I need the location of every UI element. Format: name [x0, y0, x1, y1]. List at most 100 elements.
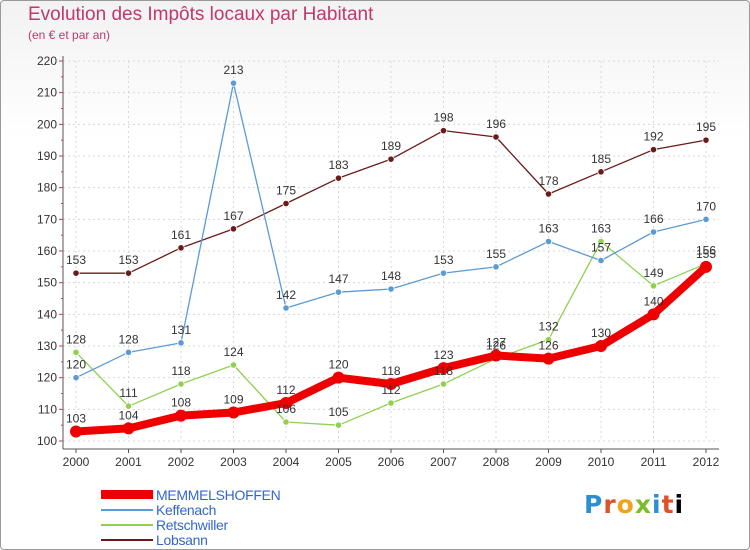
data-label: 185 [591, 152, 611, 166]
data-label: 213 [223, 63, 243, 77]
data-label: 189 [381, 139, 401, 153]
y-tick-label: 100 [37, 434, 57, 448]
data-point [72, 374, 80, 382]
data-label: 147 [328, 272, 348, 286]
y-tick-label: 220 [37, 54, 57, 68]
data-point [544, 336, 553, 344]
data-label: 155 [696, 247, 716, 261]
y-tick-label: 160 [37, 244, 57, 258]
x-tick-label: 2006 [378, 455, 405, 469]
data-label: 128 [118, 332, 138, 346]
legend-swatch [101, 490, 153, 499]
data-label: 132 [538, 320, 558, 334]
chart-title: Evolution des Impôts locaux par Habitant [28, 4, 374, 25]
data-label: 149 [643, 266, 663, 280]
data-label: 163 [591, 222, 611, 236]
data-label: 118 [381, 364, 400, 378]
data-point [334, 174, 343, 182]
data-point [597, 237, 605, 246]
x-tick-label: 2000 [63, 455, 90, 469]
data-point [439, 380, 448, 388]
data-label: 120 [66, 358, 86, 372]
y-tick-label: 200 [37, 117, 57, 131]
data-label: 153 [118, 253, 138, 267]
data-label: 128 [66, 332, 86, 346]
data-label: 170 [696, 199, 716, 213]
data-point [229, 225, 238, 233]
data-label: 123 [433, 348, 453, 362]
data-point [70, 425, 82, 438]
data-point [649, 282, 658, 290]
data-point [544, 237, 553, 246]
y-tick-label: 110 [38, 402, 57, 416]
data-point [492, 263, 500, 271]
data-point [490, 349, 502, 362]
data-label: 104 [118, 408, 138, 422]
data-label: 124 [223, 345, 243, 359]
legend-swatch [101, 509, 153, 511]
data-point [229, 361, 238, 369]
data-point [437, 362, 450, 375]
data-label: 106 [276, 402, 296, 416]
data-label: 109 [223, 393, 243, 407]
data-label: 178 [538, 174, 558, 188]
y-tick-label: 190 [37, 149, 57, 163]
x-tick-label: 2010 [588, 455, 615, 469]
data-point [175, 409, 187, 422]
data-point [227, 406, 240, 419]
data-point [122, 422, 135, 435]
data-point [334, 421, 343, 429]
data-label: 142 [276, 288, 296, 302]
data-label: 118 [434, 364, 453, 378]
y-tick-label: 210 [37, 86, 57, 100]
data-point [597, 168, 605, 176]
data-label: 112 [381, 383, 400, 397]
data-label: 196 [486, 117, 506, 131]
data-point [439, 269, 448, 277]
data-point [544, 190, 553, 198]
data-label: 156 [696, 244, 716, 258]
data-point [124, 402, 133, 410]
data-point [387, 155, 395, 163]
x-tick-label: 2001 [115, 455, 142, 469]
data-label: 167 [223, 209, 243, 223]
data-point [282, 304, 290, 312]
data-label: 111 [119, 386, 138, 400]
data-label: 118 [171, 364, 190, 378]
legend-swatch [101, 539, 153, 541]
x-tick-label: 2008 [483, 455, 510, 469]
data-point [542, 352, 555, 365]
data-point [124, 269, 133, 277]
x-tick-label: 2009 [535, 455, 562, 469]
data-label: 198 [433, 111, 453, 125]
data-label: 105 [328, 405, 348, 419]
data-label: 108 [171, 396, 191, 410]
data-label: 120 [328, 358, 348, 372]
x-tick-label: 2003 [220, 455, 247, 469]
x-tick-label: 2007 [430, 455, 457, 469]
data-label: 130 [591, 326, 611, 340]
legend-label: Keffenach [156, 502, 217, 518]
data-point [124, 348, 133, 356]
y-tick-label: 130 [37, 339, 57, 353]
data-label: 153 [433, 253, 453, 267]
data-label: 126 [486, 339, 506, 353]
data-point [280, 397, 292, 409]
data-point [334, 288, 343, 296]
data-label: 112 [276, 383, 295, 397]
proxiti-logo: Proxiti [584, 490, 685, 519]
data-point [439, 127, 448, 135]
data-point [177, 339, 185, 347]
data-point [649, 228, 658, 236]
legend-swatch [101, 524, 153, 526]
legend-label: Lobsann [156, 532, 208, 548]
x-tick-label: 2005 [325, 455, 352, 469]
x-tick-label: 2004 [273, 455, 300, 469]
data-point [492, 133, 500, 141]
data-label: 140 [643, 294, 663, 308]
y-tick-label: 180 [37, 181, 57, 195]
y-tick-label: 170 [37, 212, 57, 226]
legend-label: Retschwiller [156, 517, 228, 533]
